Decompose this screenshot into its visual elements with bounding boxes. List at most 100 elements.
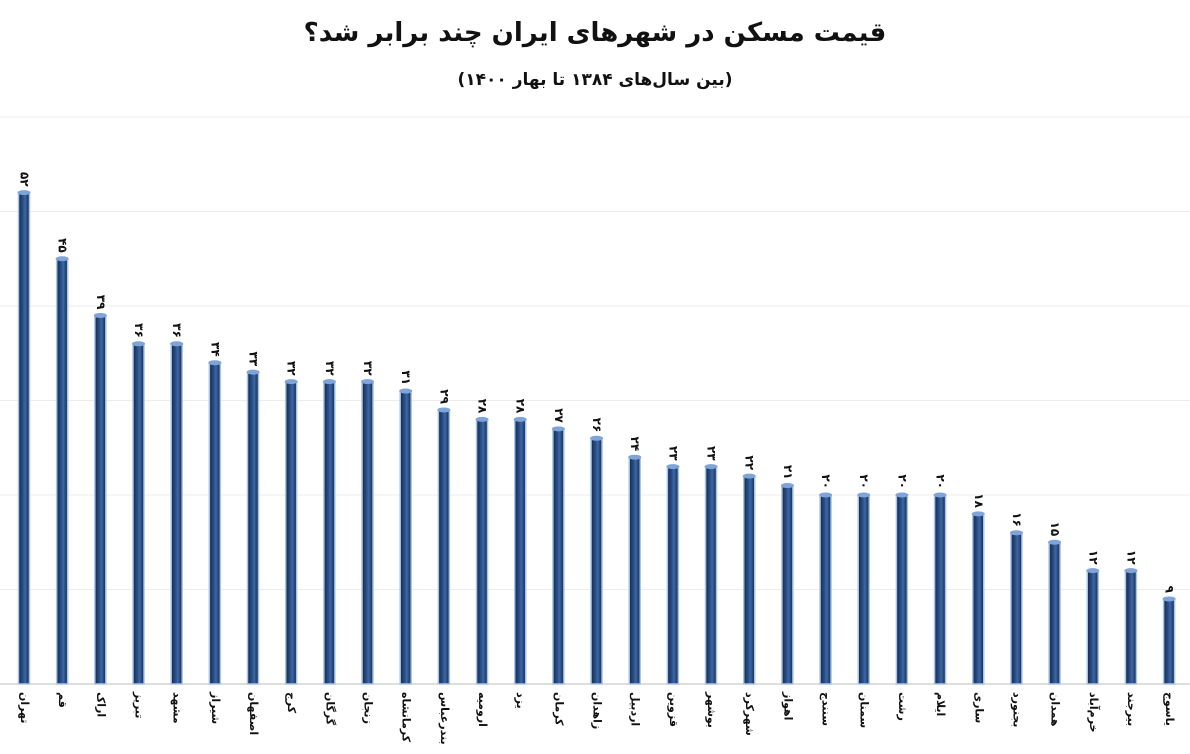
bar	[590, 437, 603, 685]
bar	[857, 494, 870, 685]
bar	[361, 380, 374, 685]
value-label: ۳۲	[361, 361, 375, 376]
bars	[17, 190, 1176, 685]
bar	[1010, 532, 1023, 685]
category-label: مشهد	[171, 692, 184, 724]
bar-cap	[1162, 596, 1176, 602]
chart-title: قیمت مسکن در شهرهای ایران چند برابر شد؟	[303, 18, 887, 48]
category-label: اصفهان	[247, 692, 260, 735]
value-label: ۳۶	[170, 323, 184, 338]
category-label: شهرکرد	[743, 692, 756, 736]
category-label: کرمان	[552, 692, 565, 726]
value-label: ۱۵	[1048, 522, 1062, 537]
bar	[208, 361, 222, 685]
bar	[1162, 598, 1176, 685]
value-label: ۳۶	[132, 323, 146, 338]
category-label: کرمانشاه	[400, 692, 413, 743]
category-labels: تهران قم اراک تبریز مشهد شیراز اصفهان کرج گرگان ز…	[18, 691, 1176, 745]
category-label: اراک	[94, 692, 107, 717]
value-label: ۲۷	[552, 408, 566, 423]
category-label: سمنان	[858, 692, 871, 728]
category-label: زاهدان	[591, 692, 604, 729]
bar-cap	[704, 464, 718, 470]
category-label: ایلام	[934, 692, 947, 716]
bar-cap	[361, 379, 375, 385]
bar	[704, 465, 718, 685]
category-label: ارومیه	[476, 692, 489, 727]
value-label: ۲۰	[819, 474, 833, 489]
bar	[895, 494, 909, 685]
bar-cap	[93, 312, 107, 318]
category-label: بجنورد	[1010, 692, 1023, 727]
bar	[781, 484, 794, 685]
bar-cap	[742, 473, 756, 479]
bar	[552, 428, 565, 685]
bar-cap	[208, 360, 222, 366]
value-label: ۲۳	[705, 446, 719, 461]
bar-cap	[933, 492, 947, 498]
bar	[1086, 569, 1100, 685]
bar	[1124, 569, 1138, 685]
category-label: بوشهر	[705, 691, 718, 728]
category-label: سنندج	[819, 692, 833, 726]
value-label: ۱۸	[972, 493, 986, 508]
value-label: ۳۲	[285, 361, 299, 376]
value-label: ۲۸	[514, 399, 528, 414]
value-label: ۲۶	[590, 418, 604, 433]
chart-subtitle: (بین سال‌های ۱۳۸۴ تا بهار ۱۴۰۰)	[457, 70, 733, 90]
category-label: همدان	[1049, 692, 1062, 727]
bar-cap	[132, 341, 146, 347]
category-label: رشت	[896, 692, 909, 721]
category-label: اردبیل	[629, 692, 642, 726]
value-label: ۲۰	[934, 474, 948, 489]
bar	[933, 494, 947, 685]
category-label: بیرجند	[1125, 692, 1138, 726]
value-label: ۱۲	[1124, 550, 1138, 565]
bar-cap	[666, 464, 680, 470]
bar	[819, 494, 832, 685]
bar-cap	[971, 511, 985, 517]
bar	[284, 380, 298, 685]
value-label: ۲۸	[476, 399, 490, 414]
value-label: ۱۶	[1010, 512, 1024, 527]
value-label: ۲۲	[743, 455, 757, 470]
bar-cap	[628, 454, 642, 460]
value-label: ۲۱	[781, 465, 795, 480]
value-label: ۲۳	[666, 446, 680, 461]
bar-cap	[590, 435, 604, 441]
bar-cap	[895, 492, 909, 498]
category-label: گرگان	[323, 692, 336, 726]
value-label: ۲۴	[628, 437, 642, 452]
category-label: بندرعباس	[438, 692, 451, 745]
bar-cap	[55, 256, 69, 262]
bar-cap	[170, 341, 184, 347]
bar	[666, 465, 680, 685]
bar	[972, 513, 985, 685]
bar-cap	[322, 379, 336, 385]
bar-cap	[857, 492, 871, 498]
bar	[1048, 541, 1061, 685]
bar	[94, 314, 107, 685]
bar-cap	[437, 407, 451, 413]
bar-cap	[819, 492, 833, 498]
value-label: ۴۵	[56, 238, 70, 253]
bar-cap	[399, 388, 413, 394]
category-label: تبریز	[133, 691, 146, 718]
bar-cap	[1086, 568, 1100, 574]
value-label: ۳۱	[399, 370, 413, 385]
category-label: ساری	[972, 692, 985, 723]
bar	[475, 418, 489, 685]
value-label: ۲۰	[857, 474, 871, 489]
value-label: ۳۹	[94, 295, 108, 310]
value-label: ۵۲	[18, 172, 32, 187]
category-label: کرج	[284, 692, 298, 714]
bar-cap	[513, 416, 527, 422]
bar-cap	[284, 379, 298, 385]
category-label: تهران	[18, 692, 31, 723]
value-label: ۳۲	[323, 361, 337, 376]
value-label: ۲۰	[895, 474, 909, 489]
category-label: شیراز	[209, 691, 222, 724]
bar	[513, 418, 527, 685]
value-label: ۳۳	[247, 351, 261, 366]
